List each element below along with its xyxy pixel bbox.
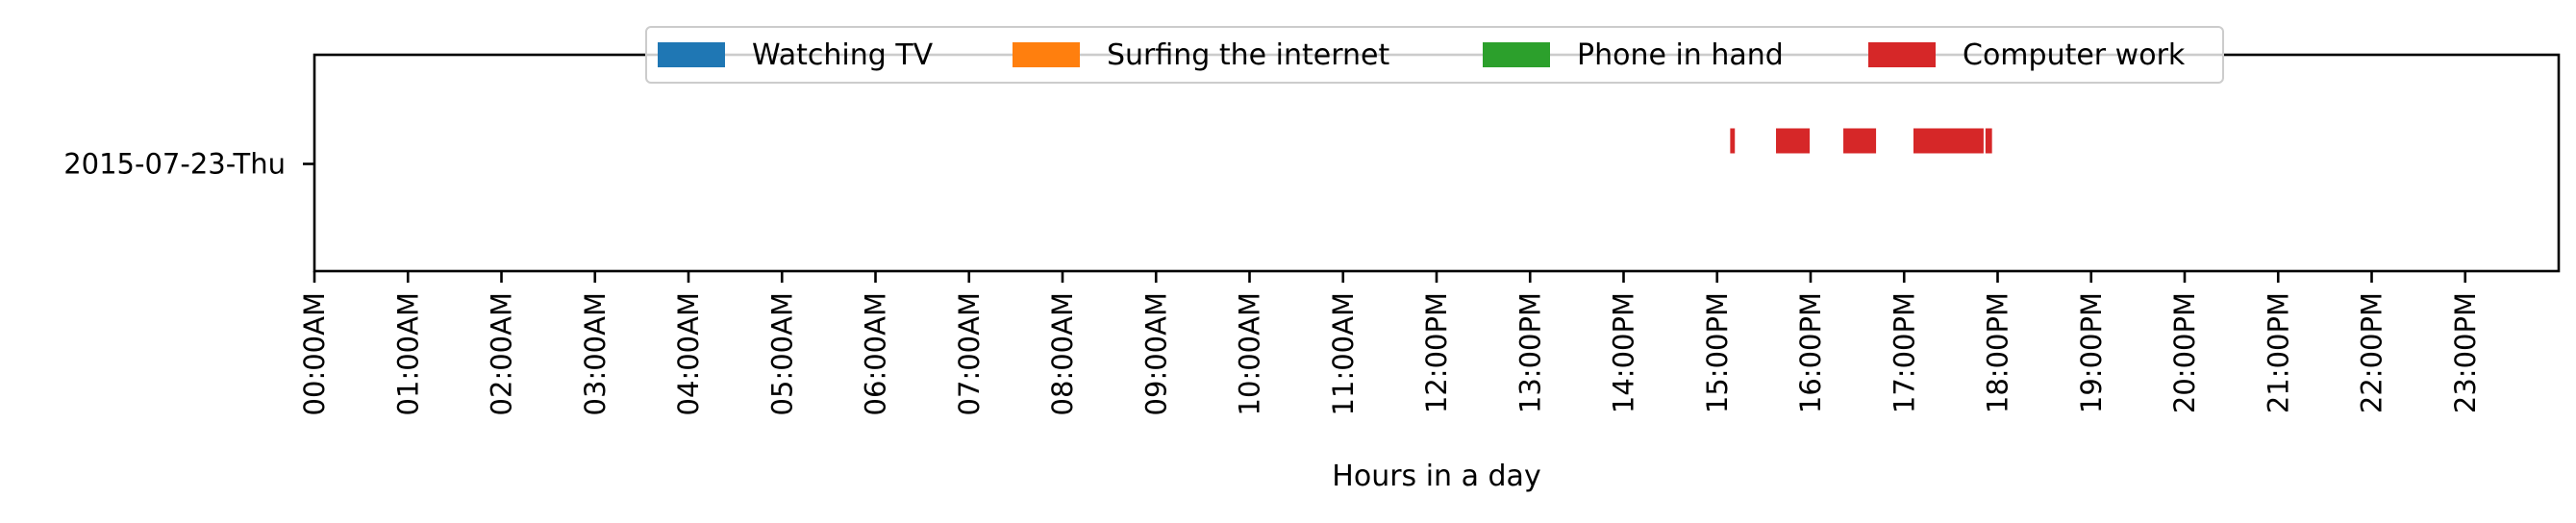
legend-box <box>645 26 2224 84</box>
legend-entry: Phone in hand <box>1483 38 1784 72</box>
x-tick-label: 01:00AM <box>391 292 424 415</box>
activity-bar-computer-work <box>1913 128 1984 154</box>
x-tick-label: 00:00AM <box>298 292 331 415</box>
legend-swatch <box>1868 42 1936 67</box>
x-tick-label: 23:00PM <box>2449 292 2482 413</box>
y-axis: 2015-07-23-Thu <box>63 148 314 181</box>
axes-frame <box>313 53 2561 273</box>
x-tick-label: 09:00AM <box>1139 292 1172 415</box>
x-tick-label: 21:00PM <box>2262 292 2294 413</box>
x-axis: 00:00AM 01:00AM 02:00AM 03:00AM 04:00AM 05:00… <box>298 271 2482 415</box>
x-tick-label: 15:00PM <box>1701 292 1734 413</box>
x-tick-label: 03:00AM <box>579 292 612 415</box>
legend-label: Phone in hand <box>1577 38 1784 72</box>
x-tick-label: 08:00AM <box>1046 292 1079 415</box>
x-tick-label: 11:00AM <box>1327 292 1360 415</box>
legend-swatch <box>1483 42 1550 67</box>
x-tick-label: 19:00PM <box>2075 292 2108 413</box>
x-tick-label: 04:00AM <box>672 292 705 415</box>
legend-label: Surfing the internet <box>1107 38 1389 72</box>
x-tick-label: 20:00PM <box>2168 292 2201 413</box>
x-tick-label: 12:00PM <box>1420 292 1453 413</box>
x-tick-label: 18:00PM <box>1982 292 2014 413</box>
legend-entry: Computer work <box>1868 38 2186 72</box>
activity-bar-computer-work <box>1843 128 1877 154</box>
activity-bar-computer-work <box>1985 128 1992 154</box>
plot-area <box>1730 128 1992 154</box>
activity-bar-computer-work <box>1730 128 1736 154</box>
x-tick-label: 02:00AM <box>486 292 518 415</box>
x-tick-label: 22:00PM <box>2356 292 2388 413</box>
legend-swatch <box>658 42 725 67</box>
x-tick-label: 14:00PM <box>1608 292 1640 413</box>
legend-swatch <box>1013 42 1080 67</box>
legend: Watching TV Surfing the internet Phone in … <box>645 26 2224 84</box>
x-axis-label: Hours in a day <box>1332 460 1540 493</box>
legend-entry: Watching TV <box>658 38 934 72</box>
x-tick-label: 16:00PM <box>1794 292 1827 413</box>
legend-label: Watching TV <box>752 38 934 72</box>
x-tick-label: 06:00AM <box>860 292 892 415</box>
legend-label: Computer work <box>1963 38 2186 72</box>
x-tick-label: 07:00AM <box>953 292 986 415</box>
legend-entry: Surfing the internet <box>1013 38 1389 72</box>
x-tick-label: 10:00AM <box>1234 292 1266 415</box>
activity-bar-computer-work <box>1776 128 1811 154</box>
x-tick-label: 05:00AM <box>765 292 798 415</box>
y-tick-label: 2015-07-23-Thu <box>63 148 286 181</box>
x-tick-label: 17:00PM <box>1888 292 1920 413</box>
x-tick-label: 13:00PM <box>1513 292 1546 413</box>
